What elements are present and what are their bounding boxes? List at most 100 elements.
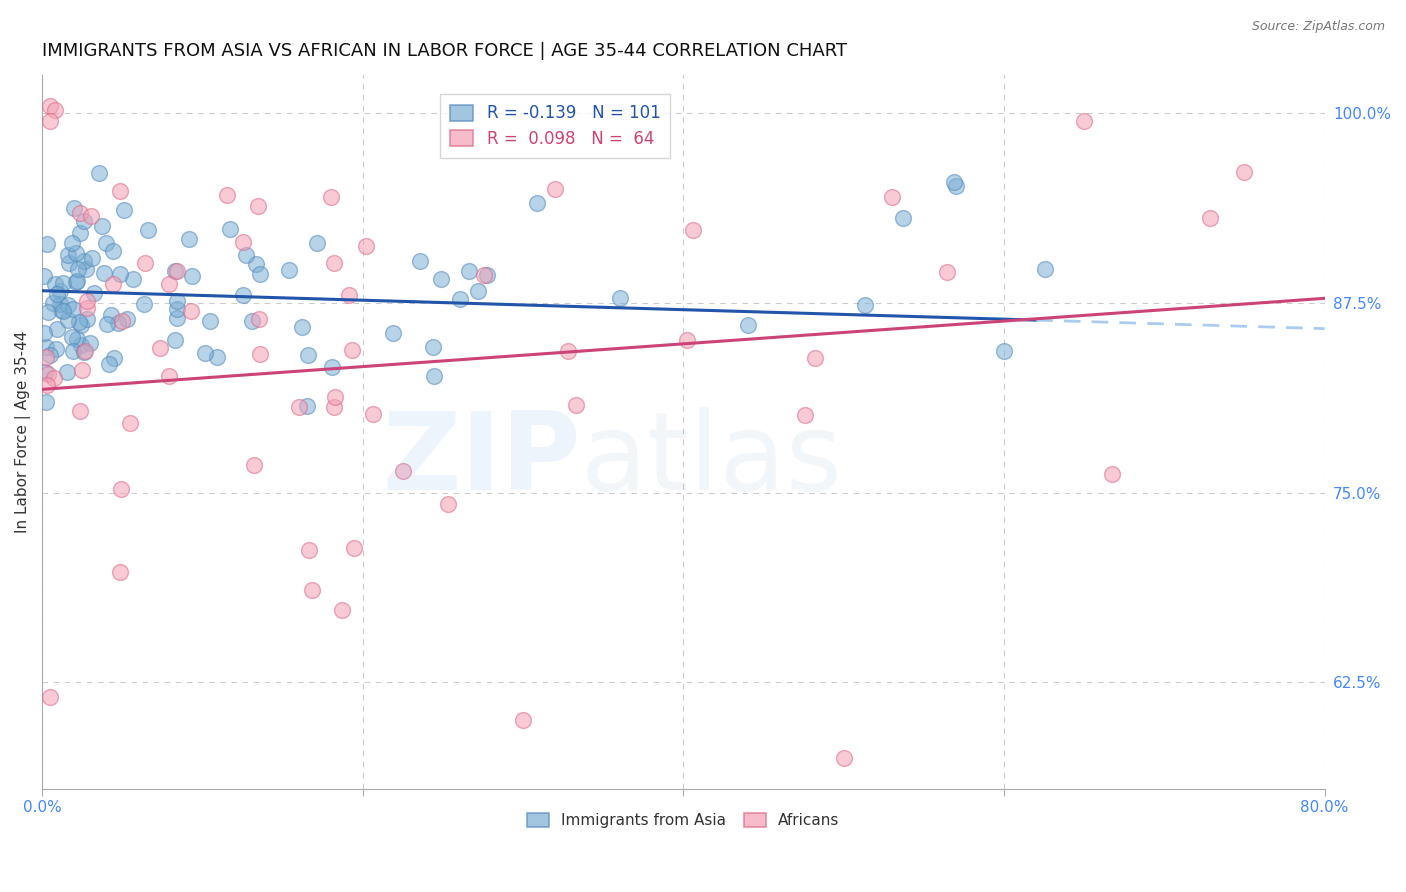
Point [39, 98, 62, 112]
Point [70, 337, 93, 351]
Point [37, 304, 59, 318]
Point [343, 541, 366, 556]
Point [76, 311, 98, 326]
Point [103, 351, 125, 365]
Point [803, 351, 825, 365]
Point [242, 458, 264, 472]
Point [240, 314, 263, 328]
Point [544, 182, 567, 196]
Point [136, 223, 159, 237]
Text: IMMIGRANTS FROM ASIA VS AFRICAN IN LABOR FORCE | AGE 35-44 CORRELATION CHART: IMMIGRANTS FROM ASIA VS AFRICAN IN LABOR… [42, 42, 848, 60]
Point [245, 256, 267, 270]
Point [832, 751, 855, 765]
Point [37, 378, 59, 392]
Point [217, 188, 239, 202]
Point [163, 264, 186, 278]
Point [107, 316, 129, 330]
Point [361, 407, 384, 421]
Point [69, 206, 91, 220]
Point [52, 277, 75, 291]
Point [177, 232, 200, 246]
Point [75, 343, 97, 358]
Point [319, 189, 342, 203]
Point [67, 315, 90, 329]
Point [232, 235, 254, 249]
Point [408, 254, 430, 268]
Point [526, 195, 548, 210]
Point [55, 365, 77, 379]
Point [430, 272, 453, 286]
Point [205, 350, 228, 364]
Point [65, 245, 87, 260]
Point [1233, 165, 1256, 179]
Point [60, 329, 83, 343]
Point [305, 235, 328, 250]
Point [323, 390, 346, 404]
Point [62, 301, 84, 316]
Point [157, 368, 180, 383]
Point [83, 286, 105, 301]
Point [110, 565, 132, 579]
Point [122, 272, 145, 286]
Point [337, 288, 360, 302]
Point [37, 367, 59, 381]
Point [73, 253, 96, 268]
Point [1198, 211, 1220, 226]
Point [422, 340, 444, 354]
Point [301, 583, 323, 598]
Point [51, 302, 73, 317]
Point [321, 360, 343, 375]
Point [945, 179, 967, 194]
Point [34, 350, 56, 364]
Point [134, 256, 156, 270]
Point [65, 275, 87, 289]
Point [157, 277, 180, 291]
Point [101, 277, 124, 292]
Point [76, 301, 98, 315]
Point [56, 313, 79, 327]
Point [247, 199, 270, 213]
Point [56, 298, 79, 312]
Point [58, 256, 80, 270]
Point [79, 335, 101, 350]
Point [42, 296, 65, 310]
Point [232, 287, 254, 301]
Point [880, 189, 903, 203]
Point [44, 103, 66, 117]
Point [72, 214, 94, 228]
Point [66, 332, 89, 346]
Point [166, 294, 188, 309]
Point [297, 348, 319, 362]
Point [115, 311, 138, 326]
Point [76, 293, 98, 308]
Point [322, 256, 344, 270]
Point [62, 343, 84, 358]
Point [291, 320, 314, 334]
Point [180, 304, 202, 318]
Point [70, 363, 93, 377]
Point [103, 244, 125, 258]
Point [1033, 262, 1056, 277]
Point [39, 113, 62, 128]
Point [80, 210, 103, 224]
Point [82, 251, 104, 265]
Point [1073, 113, 1095, 128]
Point [891, 211, 914, 225]
Point [42, 370, 65, 384]
Point [32, 269, 55, 284]
Point [298, 543, 321, 558]
Point [181, 268, 204, 283]
Y-axis label: In Labor Force | Age 35-44: In Labor Force | Age 35-44 [15, 331, 31, 533]
Text: ZIP: ZIP [382, 408, 581, 514]
Point [166, 302, 188, 317]
Point [219, 222, 242, 236]
Point [392, 464, 415, 478]
Point [340, 343, 363, 357]
Point [34, 365, 56, 379]
Point [32, 326, 55, 340]
Point [39, 690, 62, 705]
Point [46, 286, 69, 301]
Point [112, 202, 135, 217]
Point [682, 223, 704, 237]
Point [295, 400, 318, 414]
